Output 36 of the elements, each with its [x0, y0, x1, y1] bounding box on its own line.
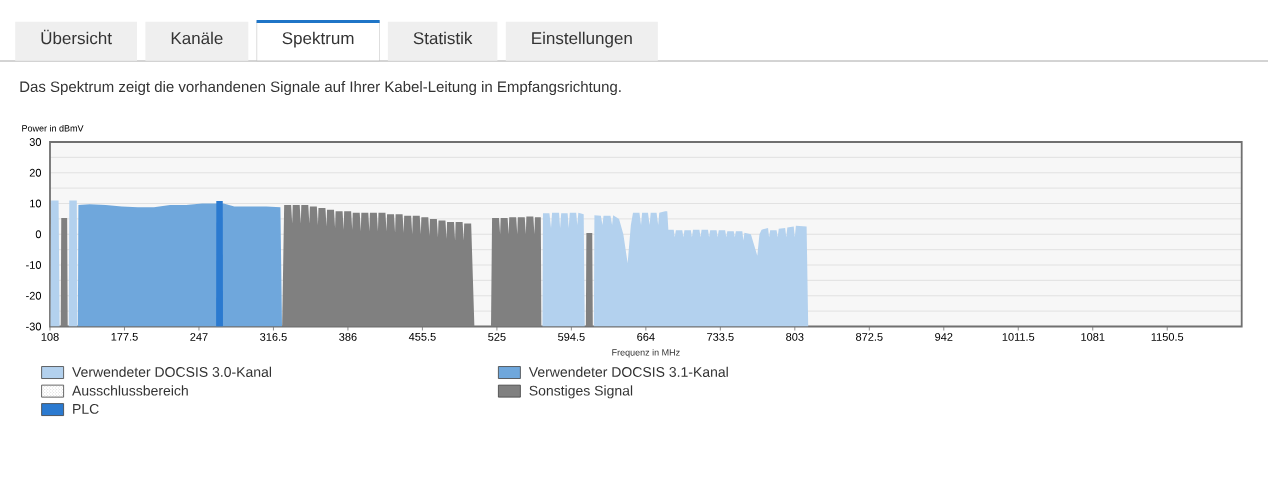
legend-label: Sonstiges Signal: [529, 385, 633, 399]
x-tick-label: 664: [637, 333, 655, 341]
x-tick-label: 1011.5: [1002, 333, 1035, 341]
y-tick-label: 10: [30, 199, 42, 208]
x-tick-label: 872.5: [856, 333, 883, 341]
legend-label: Verwendeter DOCSIS 3.0-Kanal: [72, 366, 272, 377]
x-tick-label: 316.5: [260, 333, 287, 341]
legend-label: Verwendeter DOCSIS 3.1-Kanal: [528, 366, 728, 377]
x-tick-label: 247: [190, 333, 208, 341]
y-tick-label: 20: [29, 168, 42, 177]
x-tick-label: 386: [339, 333, 357, 341]
x-tick-label: 942: [935, 333, 953, 341]
x-tick-label: 108: [41, 333, 59, 341]
legend-label: Ausschlussbereich: [72, 385, 188, 396]
text: Übersicht: [41, 29, 112, 45]
x-axis-title: Frequenz in MHz: [612, 349, 680, 358]
y-tick-label: 0: [35, 230, 42, 239]
y-tick-label: -10: [26, 261, 42, 269]
y-tick-label: 30: [29, 138, 42, 146]
text: Spektrum: [282, 31, 354, 48]
y-tick-label: -20: [26, 291, 42, 300]
text: Kanäle: [171, 31, 223, 45]
x-tick-label: 733.5: [707, 333, 734, 341]
legend-label: PLC: [73, 403, 99, 414]
x-tick-label: 1150.5: [1151, 333, 1184, 341]
x-tick-label: 594.5: [558, 333, 585, 341]
x-tick-label: 525: [488, 333, 506, 341]
x-tick-label: 803: [786, 333, 804, 341]
chart-subtitle: Das Spektrum zeigt die vorhandenen Signale auf Ihrer Kabel-Leitung in Empfangsrichtung.: [20, 81, 621, 95]
x-tick-label: 455.5: [408, 333, 436, 341]
y-axis-title: Power in dBmV: [22, 124, 84, 132]
text: Statistik: [413, 31, 473, 45]
y-tick-label: -30: [26, 322, 42, 331]
x-tick-label: 177.5: [111, 333, 138, 341]
text: Einstellungen: [532, 31, 632, 48]
x-tick-label: 1081: [1081, 333, 1105, 341]
